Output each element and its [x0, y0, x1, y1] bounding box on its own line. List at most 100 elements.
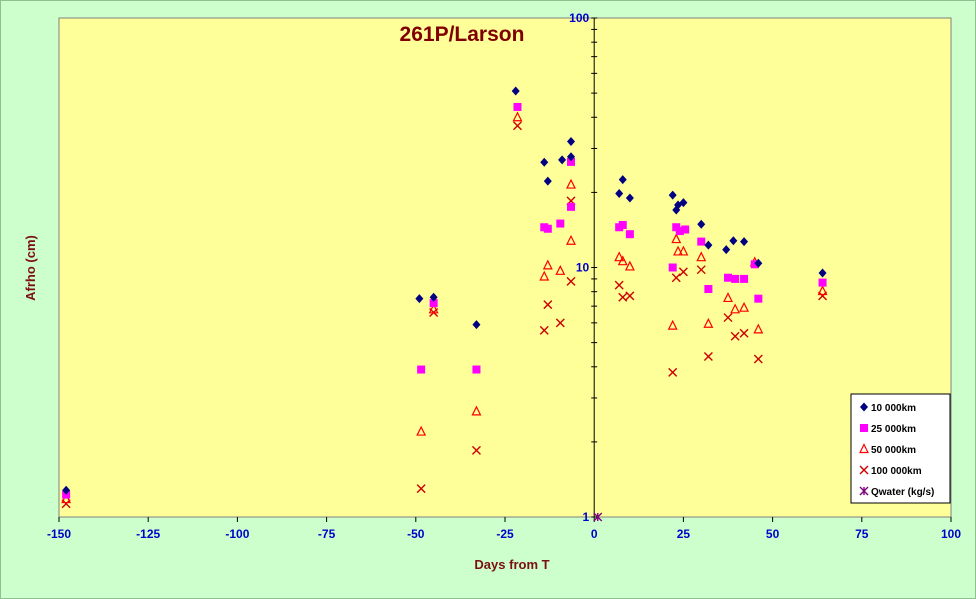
legend-marker-25-000km — [860, 424, 868, 432]
point-25-000km — [618, 221, 627, 230]
point-50-000km — [566, 234, 576, 245]
legend-item-10-000km: 10 000km — [860, 402, 916, 414]
point-100-000km — [730, 331, 740, 341]
point-10-000km — [558, 155, 567, 165]
point-100-000km — [614, 280, 624, 290]
point-10-000km — [668, 190, 677, 200]
data-points — [61, 86, 828, 522]
legend-item-100-000km: 100 000km — [859, 465, 922, 477]
point-100-000km — [555, 318, 565, 328]
legend-marker-100-000km — [859, 465, 869, 475]
point-25-000km — [750, 260, 759, 269]
point-25-000km — [754, 294, 763, 303]
point-50-000km — [753, 323, 764, 334]
point-10-000km — [679, 198, 688, 208]
point-50-000km — [667, 319, 678, 330]
point-100-000km — [696, 265, 706, 275]
point-50-000km — [671, 233, 682, 244]
point-10-000km — [62, 485, 71, 495]
point-100-000km — [678, 267, 688, 277]
point-25-000km — [697, 237, 706, 246]
point-25-000km — [675, 227, 684, 236]
x-tick-label: 0 — [591, 527, 598, 541]
point-10-000km — [618, 175, 627, 185]
point-10-000km — [540, 157, 549, 167]
point-10-000km — [543, 176, 552, 186]
point-25-000km — [417, 365, 426, 374]
point-50-000km — [696, 251, 707, 262]
point-100-000km — [703, 351, 713, 361]
point-25-000km — [681, 225, 690, 234]
point-100-000km — [539, 325, 549, 335]
point-100-000km — [739, 328, 749, 338]
x-axis-title: Days from T — [474, 557, 549, 572]
point-50-000km — [512, 111, 523, 122]
point-25-000km — [704, 285, 713, 294]
point-100-000km — [512, 121, 522, 131]
legend-item-50-000km: 50 000km — [859, 443, 916, 456]
point-25-000km — [625, 230, 634, 239]
point-10-000km — [740, 237, 749, 247]
point-50-000km — [566, 178, 576, 189]
point-50-000km — [703, 317, 714, 328]
point-25-000km — [513, 102, 522, 111]
point-qwater-kg-s — [593, 512, 603, 522]
legend-label: 50 000km — [871, 445, 916, 456]
point-25-000km — [668, 263, 677, 272]
x-tick-label: 75 — [855, 527, 869, 541]
point-10-000km — [818, 268, 827, 278]
x-tick-label: 50 — [766, 527, 780, 541]
point-10-000km — [415, 294, 424, 304]
point-100-000km — [566, 276, 576, 286]
legend-marker-10-000km — [860, 402, 868, 412]
point-100-000km — [753, 354, 763, 364]
point-100-000km — [671, 273, 681, 283]
point-10-000km — [567, 136, 576, 146]
y-axis-ticks: 1 10 100 — [569, 11, 598, 524]
legend-label: 25 000km — [871, 424, 916, 435]
point-25-000km — [567, 157, 576, 166]
x-axis-ticks: -150 -125 -100 -75 -50 -25 0 25 50 75 100 — [47, 517, 961, 541]
point-50-000km — [428, 303, 439, 314]
chart-title: 261P/Larson — [400, 23, 525, 46]
point-25-000km — [567, 202, 576, 211]
point-50-000km — [617, 255, 628, 266]
point-10-000km — [722, 245, 731, 255]
point-100-000km — [471, 445, 481, 455]
point-50-000km — [471, 405, 482, 416]
point-50-000km — [678, 245, 689, 256]
legend: 10 000km 25 000km 50 000km 100 000km Qwater … — [850, 393, 951, 504]
legend-item-qwater-kg-s: Qwater (kg/s) — [859, 486, 934, 498]
point-10-000km — [615, 188, 624, 198]
point-100-000km — [668, 367, 678, 377]
point-25-000km — [731, 274, 740, 283]
point-50-000km — [673, 245, 684, 256]
point-25-000km — [724, 273, 732, 282]
x-tick-label: -25 — [496, 527, 514, 541]
point-50-000km — [739, 301, 750, 312]
point-100-000km — [543, 300, 553, 310]
x-tick-label: -100 — [225, 527, 249, 541]
point-10-000km — [625, 193, 634, 203]
point-25-000km — [818, 278, 827, 287]
point-10-000km — [704, 240, 713, 250]
point-100-000km — [416, 484, 426, 494]
y-tick-label: 1 — [583, 510, 590, 524]
point-25-000km — [556, 219, 565, 228]
point-100-000km — [618, 292, 628, 302]
legend-marker-50-000km — [859, 443, 869, 454]
y-tick-label: 10 — [576, 261, 590, 275]
x-tick-label: -75 — [318, 527, 336, 541]
legend-label: Qwater (kg/s) — [871, 487, 934, 498]
point-50-000km — [555, 264, 566, 275]
point-50-000km — [723, 292, 733, 303]
point-10-000km — [429, 292, 438, 302]
legend-label: 100 000km — [871, 466, 922, 477]
y-axis-title: Afrho (cm) — [23, 235, 38, 301]
point-10-000km — [511, 86, 520, 96]
point-50-000km — [542, 259, 553, 270]
point-100-000km — [723, 313, 733, 323]
point-10-000km — [472, 320, 481, 330]
point-50-000km — [817, 285, 828, 296]
